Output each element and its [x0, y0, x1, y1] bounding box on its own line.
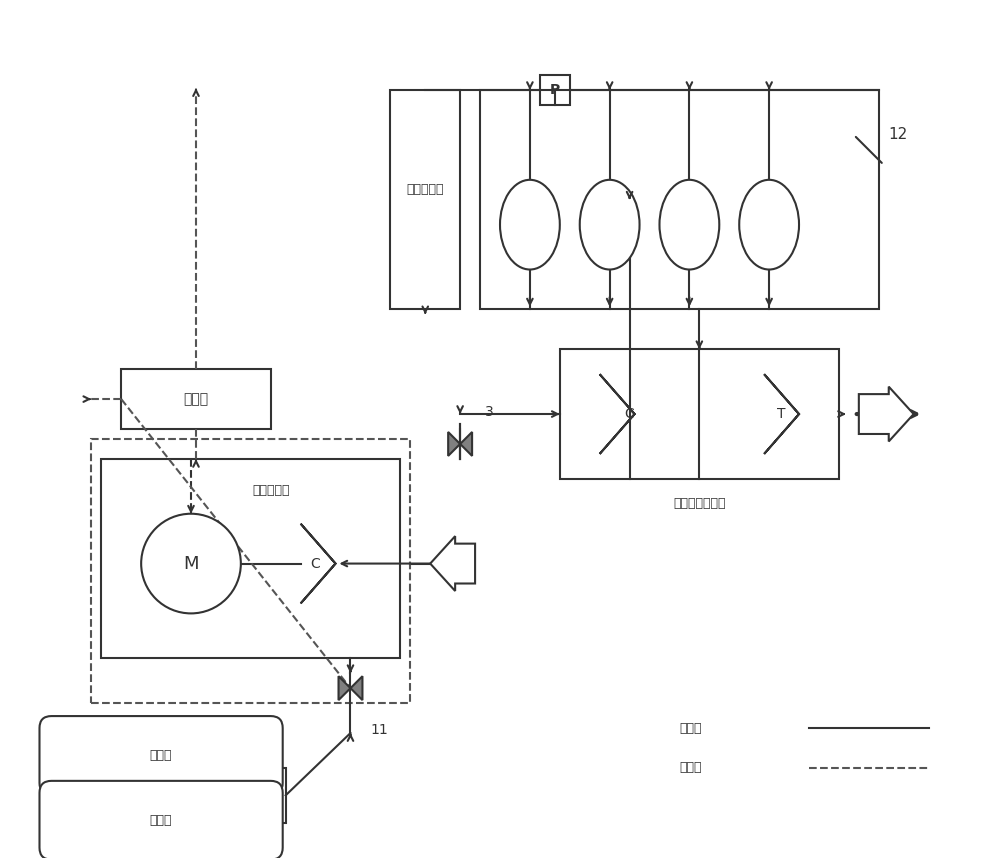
Text: 电动增压器: 电动增压器	[252, 484, 289, 497]
Bar	[121, 369, 271, 429]
Text: P: P	[550, 83, 560, 97]
Polygon shape	[448, 432, 460, 456]
Text: 储气罐: 储气罐	[150, 813, 172, 826]
Text: 气体流: 气体流	[679, 722, 702, 734]
Text: T: T	[777, 407, 785, 421]
Ellipse shape	[739, 180, 799, 270]
Text: 控制器: 控制器	[183, 392, 209, 406]
Text: C: C	[625, 407, 634, 421]
Text: 11: 11	[370, 723, 388, 737]
Ellipse shape	[580, 180, 640, 270]
Ellipse shape	[659, 180, 719, 270]
Bar	[480, 90, 879, 309]
FancyBboxPatch shape	[39, 716, 283, 795]
Text: 废气涌轮增压器: 废气涌轮增压器	[673, 497, 726, 510]
Bar	[560, 350, 839, 478]
Bar	[256, 768, 286, 823]
Bar	[91, 439, 410, 704]
Text: M: M	[183, 555, 199, 573]
Polygon shape	[460, 432, 472, 456]
Polygon shape	[350, 676, 362, 700]
Polygon shape	[600, 375, 635, 454]
Bar	[101, 459, 400, 658]
Text: 进气中冷器: 进气中冷器	[406, 183, 444, 196]
FancyBboxPatch shape	[39, 781, 283, 859]
Polygon shape	[339, 676, 350, 700]
FancyArrow shape	[430, 536, 475, 591]
Text: 信号流: 信号流	[679, 761, 702, 775]
Circle shape	[141, 514, 241, 613]
Bar	[390, 90, 460, 309]
Text: 12: 12	[889, 127, 908, 143]
Bar	[540, 75, 570, 105]
Ellipse shape	[500, 180, 560, 270]
Polygon shape	[301, 524, 336, 603]
Text: 3: 3	[485, 405, 494, 419]
Polygon shape	[764, 375, 799, 454]
Text: C: C	[311, 557, 320, 570]
Text: 储气罐: 储气罐	[150, 749, 172, 762]
FancyArrow shape	[859, 387, 914, 442]
